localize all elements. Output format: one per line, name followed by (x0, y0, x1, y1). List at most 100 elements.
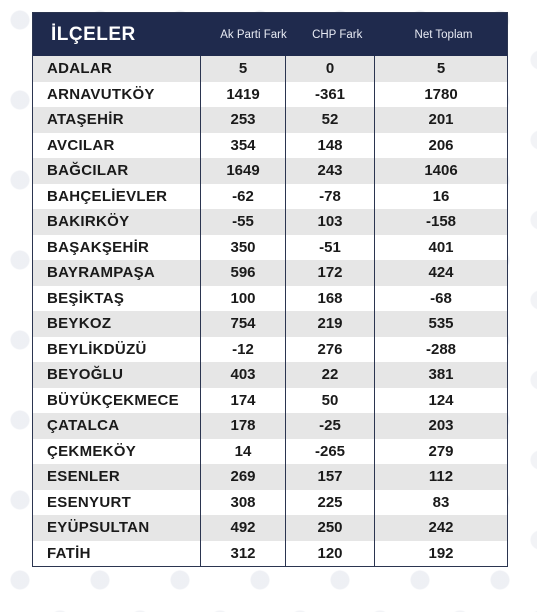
district-name: ADALAR (33, 56, 201, 82)
district-name: ARNAVUTKÖY (33, 81, 201, 107)
net-toplam-value: 112 (428, 468, 454, 486)
table-body: ADALAR 5 0 5 ARNAVUTKÖY 1419 -361 1780 ATAŞEHİR 2… (33, 56, 507, 566)
table-row: BAŞAKŞEHİR 350 -51 401 (33, 234, 507, 260)
net-toplam-value: 5 (436, 60, 446, 78)
chp-fark-value: -25 (286, 413, 375, 439)
table-row: BÜYÜKÇEKMECE 174 50 124 (33, 387, 507, 413)
district-name: EYÜPSULTAN (33, 515, 201, 541)
net-toplam-value: -288 (425, 340, 457, 358)
chp-fark-value: 276 (286, 336, 375, 362)
ak-parti-fark-value: 754 (201, 311, 286, 337)
net-toplam-value: 16 (432, 187, 450, 205)
net-toplam-value: 1406 (424, 162, 458, 180)
ak-parti-fark-value: 403 (201, 362, 286, 388)
ak-parti-fark-value: 1419 (201, 81, 286, 107)
ak-parti-fark-value: 350 (201, 234, 286, 260)
ak-parti-fark-value: 354 (201, 132, 286, 158)
chp-fark-value: 148 (286, 132, 375, 158)
table-row: ESENLER 269 157 112 (33, 464, 507, 490)
ak-parti-fark-value: -55 (201, 209, 286, 235)
net-toplam-value: 83 (432, 493, 450, 511)
ak-parti-fark-value: 178 (201, 413, 286, 439)
district-name: ÇEKMEKÖY (33, 438, 201, 464)
ak-parti-fark-value: 14 (201, 438, 286, 464)
net-toplam-value: 401 (428, 238, 454, 256)
net-toplam-value: 124 (428, 391, 454, 409)
chp-fark-value: -51 (286, 234, 375, 260)
table-row: ÇEKMEKÖY 14 -265 279 (33, 438, 507, 464)
district-name: BEŞİKTAŞ (33, 285, 201, 311)
district-name: BAHÇELİEVLER (33, 183, 201, 209)
chp-fark-value: 243 (286, 158, 375, 184)
ak-parti-fark-value: -12 (201, 336, 286, 362)
header-net-toplam: Net Toplam (414, 28, 473, 41)
chp-fark-value: 172 (286, 260, 375, 286)
ak-parti-fark-value: 5 (201, 56, 286, 82)
district-name: BAŞAKŞEHİR (33, 234, 201, 260)
net-toplam-value: 381 (428, 366, 454, 384)
district-results-table: İLÇELER Ak Parti Fark CHP Fark Net Topla… (32, 12, 508, 567)
chp-fark-value: -361 (286, 81, 375, 107)
table-row: BAĞCILAR 1649 243 1406 (33, 158, 507, 184)
net-toplam-value: 535 (428, 315, 454, 333)
district-name: BÜYÜKÇEKMECE (33, 387, 201, 413)
ak-parti-fark-value: 174 (201, 387, 286, 413)
table-row: BAYRAMPAŞA 596 172 424 (33, 260, 507, 286)
chp-fark-value: -78 (286, 183, 375, 209)
header-chp-fark: CHP Fark (312, 28, 363, 41)
ak-parti-fark-value: 269 (201, 464, 286, 490)
chp-fark-value: 52 (286, 107, 375, 133)
district-name: AVCILAR (33, 132, 201, 158)
net-toplam-value: 201 (428, 111, 454, 129)
district-name: BAĞCILAR (33, 158, 201, 184)
ak-parti-fark-value: 492 (201, 515, 286, 541)
chp-fark-value: 22 (286, 362, 375, 388)
district-name: BAYRAMPAŞA (33, 260, 201, 286)
ak-parti-fark-value: 253 (201, 107, 286, 133)
chp-fark-value: 250 (286, 515, 375, 541)
table-row: BAHÇELİEVLER -62 -78 16 (33, 183, 507, 209)
ak-parti-fark-value: 312 (201, 540, 286, 566)
net-toplam-value: 279 (428, 442, 454, 460)
district-name: FATİH (33, 540, 201, 566)
ak-parti-fark-value: 100 (201, 285, 286, 311)
table-row: ÇATALCA 178 -25 203 (33, 413, 507, 439)
ak-parti-fark-value: -62 (201, 183, 286, 209)
net-toplam-value: 424 (428, 264, 454, 282)
table-row: EYÜPSULTAN 492 250 242 (33, 515, 507, 541)
district-name: BEYLİKDÜZÜ (33, 336, 201, 362)
ak-parti-fark-value: 1649 (201, 158, 286, 184)
district-name: ATAŞEHİR (33, 107, 201, 133)
chp-fark-value: 103 (286, 209, 375, 235)
table-row: ARNAVUTKÖY 1419 -361 1780 (33, 81, 507, 107)
table-row: ADALAR 5 0 5 (33, 56, 507, 82)
table-row: BEYKOZ 754 219 535 (33, 311, 507, 337)
table-row: ATAŞEHİR 253 52 201 (33, 107, 507, 133)
table-row: BEYOĞLU 403 22 381 (33, 362, 507, 388)
net-toplam-value: 203 (428, 417, 454, 435)
net-toplam-value: -158 (425, 213, 457, 231)
chp-fark-value: 50 (286, 387, 375, 413)
ak-parti-fark-value: 308 (201, 489, 286, 515)
district-name: ESENYURT (33, 489, 201, 515)
district-name: BEYOĞLU (33, 362, 201, 388)
net-toplam-value: 192 (428, 544, 454, 562)
header-districts: İLÇELER (51, 23, 136, 45)
chp-fark-value: 219 (286, 311, 375, 337)
chp-fark-value: 157 (286, 464, 375, 490)
table-row: FATİH 312 120 192 (33, 540, 507, 566)
table-row: BEŞİKTAŞ 100 168 -68 (33, 285, 507, 311)
chp-fark-value: 0 (286, 56, 375, 82)
chp-fark-value: 120 (286, 540, 375, 566)
net-toplam-value: 206 (428, 136, 454, 154)
district-name: BEYKOZ (33, 311, 201, 337)
header-ak-parti-fark: Ak Parti Fark (220, 28, 287, 41)
table-header: İLÇELER Ak Parti Fark CHP Fark Net Topla… (33, 13, 507, 56)
table-row: BAKIRKÖY -55 103 -158 (33, 209, 507, 235)
table-row: AVCILAR 354 148 206 (33, 132, 507, 158)
district-name: ESENLER (33, 464, 201, 490)
chp-fark-value: 168 (286, 285, 375, 311)
district-name: ÇATALCA (33, 413, 201, 439)
chp-fark-value: 225 (286, 489, 375, 515)
net-toplam-value: -68 (430, 289, 452, 307)
